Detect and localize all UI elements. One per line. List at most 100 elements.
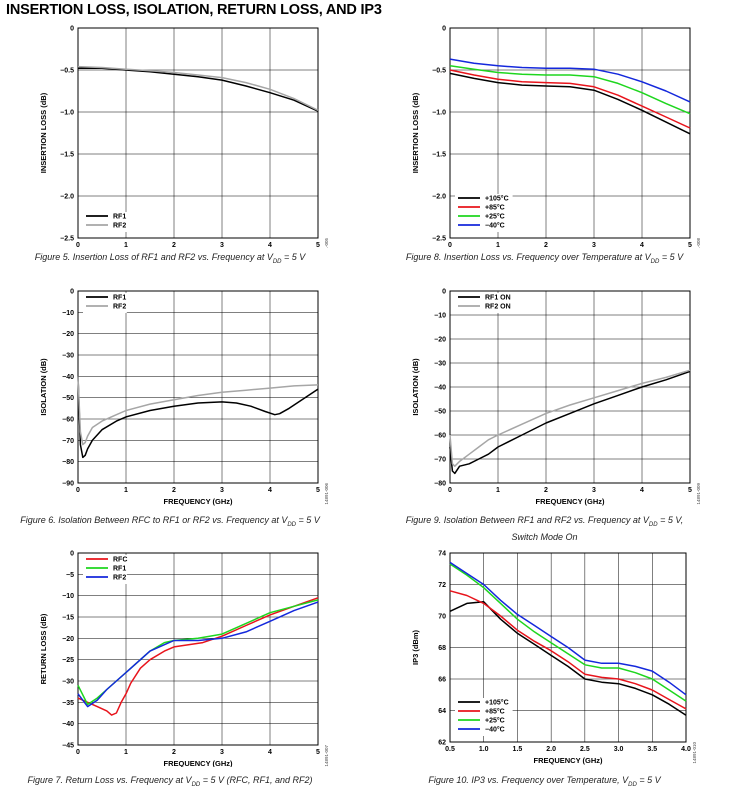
- figure-id: 14891-007: [324, 745, 329, 767]
- series-line: [449, 65, 691, 115]
- y-tick-label: −2.5: [432, 236, 446, 243]
- caption-fig7: Figure 7. Return Loss vs. Frequency at V…: [27, 775, 313, 788]
- legend-label: RF2: [113, 304, 126, 311]
- y-tick-label: −25: [62, 657, 74, 664]
- y-tick-label: −10: [62, 310, 74, 317]
- series-line: [77, 376, 319, 446]
- series-line: [77, 597, 319, 716]
- x-axis-label: FREQUENCY (GHz): [533, 756, 603, 765]
- x-tick-label: 1: [124, 487, 128, 494]
- x-tick-label: 5: [316, 242, 320, 248]
- x-tick-label: 1.5: [513, 746, 523, 753]
- figure-id: 14891-006: [324, 483, 329, 505]
- plot-frame: [77, 552, 319, 746]
- y-tick-label: 0: [442, 26, 446, 33]
- y-tick-label: −60: [434, 433, 446, 440]
- series-line: [449, 69, 691, 129]
- x-tick-label: 1.0: [479, 746, 489, 753]
- x-tick-label: 5: [688, 242, 692, 248]
- plot-frame: [449, 290, 691, 484]
- y-axis-label: ISOLATION (dB): [411, 358, 420, 416]
- x-tick-label: 0: [448, 242, 452, 248]
- x-tick-label: 1: [124, 242, 128, 248]
- legend-label: −40°C: [485, 222, 505, 230]
- caption-fig5: Figure 5. Insertion Loss of RF1 and RF2 …: [34, 252, 306, 265]
- series-line: [77, 376, 319, 459]
- x-tick-label: 0: [76, 487, 80, 494]
- y-tick-label: −10: [434, 313, 446, 320]
- x-tick-label: 2: [172, 242, 176, 248]
- y-tick-label: −90: [62, 481, 74, 488]
- y-tick-label: −60: [62, 417, 74, 424]
- x-tick-label: 5: [688, 487, 692, 494]
- y-tick-label: −5: [66, 572, 74, 579]
- series-line: [449, 563, 687, 702]
- y-tick-label: 62: [438, 740, 446, 747]
- x-tick-label: 3: [220, 749, 224, 756]
- y-tick-label: −40: [434, 385, 446, 392]
- y-tick-label: −50: [434, 409, 446, 416]
- series-line: [77, 601, 319, 708]
- figure-id: 14891-008: [696, 238, 701, 248]
- y-tick-label: −2.0: [432, 194, 446, 201]
- y-tick-label: 74: [438, 551, 446, 558]
- chart-fig6: 0 1 2 3 4 5 0 −10 −20 −30 −40 −50 −60 −70 −80 −90 FREQUE…: [39, 289, 329, 507]
- caption-fig8: Figure 8. Insertion Loss vs. Frequency o…: [405, 252, 684, 265]
- y-tick-label: −20: [62, 331, 74, 338]
- y-tick-label: −70: [434, 457, 446, 464]
- x-tick-label: 0.5: [445, 746, 455, 753]
- series-line: [78, 67, 319, 112]
- legend-label: RF1: [113, 566, 126, 573]
- x-axis-label: FREQUENCY (GHz): [163, 497, 233, 506]
- legend-label: +25°C: [485, 213, 505, 221]
- series-line: [449, 370, 691, 475]
- y-tick-label: 68: [438, 645, 446, 652]
- y-axis-label: INSERTION LOSS (dB): [39, 92, 48, 173]
- legend-label: RF2 ON: [485, 304, 511, 311]
- x-tick-label: 3.0: [614, 746, 624, 753]
- y-tick-label: 0: [70, 26, 74, 33]
- legend-box: [83, 212, 127, 232]
- y-tick-label: 0: [70, 289, 74, 296]
- plot-frame: [77, 27, 319, 239]
- x-tick-label: 0: [76, 749, 80, 756]
- series-line: [77, 65, 319, 111]
- y-tick-label: −15: [62, 615, 74, 622]
- page-title: INSERTION LOSS, ISOLATION, RETURN LOSS, …: [6, 2, 382, 18]
- x-tick-label: 1: [496, 242, 500, 248]
- legend-label: RF1: [113, 214, 126, 221]
- chart-fig9: 0 1 2 3 4 5 0 −10 −20 −30 −40 −50 −60 −70 −80 FREQUENCY…: [411, 289, 701, 507]
- series-line: [449, 590, 687, 710]
- x-axis-label: FREQUENCY (GHz): [163, 759, 233, 767]
- y-axis-label: INSERTION LOSS (dB): [411, 92, 420, 173]
- y-tick-label: −0.5: [432, 68, 446, 75]
- x-tick-label: 2.0: [546, 746, 556, 753]
- x-tick-label: 4: [268, 749, 272, 756]
- legend-box: [83, 293, 127, 313]
- caption-fig9-line1: Figure 9. Isolation Between RF1 and RF2 …: [405, 515, 684, 528]
- y-tick-label: −0.5: [60, 68, 74, 75]
- caption-fig6: Figure 6. Isolation Between RFC to RF1 o…: [20, 515, 320, 528]
- y-tick-label: −30: [62, 679, 74, 686]
- y-tick-label: −45: [62, 743, 74, 750]
- caption-fig10: Figure 10. IP3 vs. Frequency over Temper…: [428, 775, 661, 788]
- figure-id: 14891-009: [696, 483, 701, 505]
- legend-label: −40°C: [485, 726, 505, 734]
- legend-label: RF1 ON: [485, 295, 511, 302]
- x-tick-label: 3: [220, 487, 224, 494]
- legend-box: [455, 293, 513, 313]
- y-tick-label: −1.0: [432, 110, 446, 117]
- y-tick-label: 0: [70, 551, 74, 558]
- y-tick-label: 66: [438, 677, 446, 684]
- y-tick-label: −40: [62, 374, 74, 381]
- y-tick-label: −30: [62, 353, 74, 360]
- y-tick-label: −20: [62, 636, 74, 643]
- y-tick-label: −2.5: [60, 236, 74, 243]
- x-tick-label: 1: [124, 749, 128, 756]
- x-tick-label: 2: [544, 487, 548, 494]
- x-tick-label: 2: [544, 242, 548, 248]
- y-tick-label: −2.0: [60, 194, 74, 201]
- y-tick-label: 70: [438, 614, 446, 621]
